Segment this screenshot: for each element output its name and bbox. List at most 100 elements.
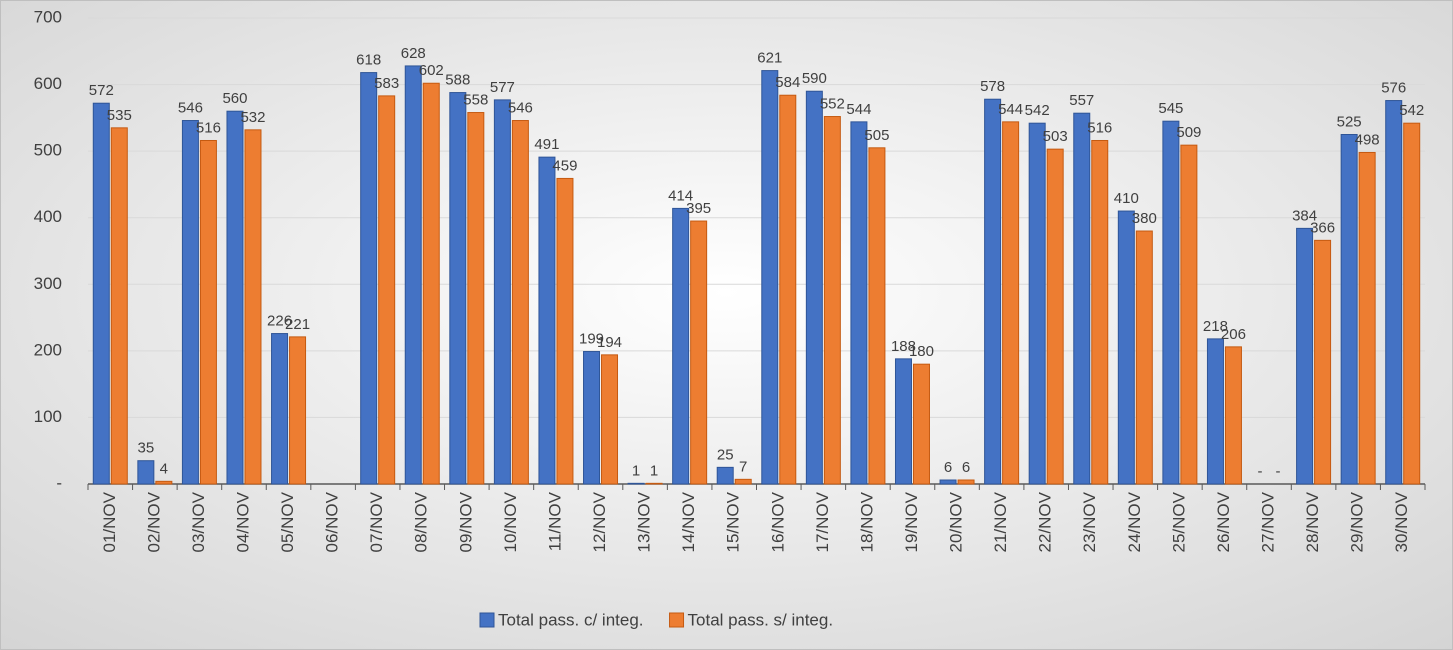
bar — [850, 121, 868, 485]
x-tick-label: 27/NOV — [1259, 491, 1278, 552]
bar — [92, 102, 110, 485]
bar — [734, 478, 752, 485]
bar — [422, 82, 440, 485]
data-label: 628 — [401, 45, 426, 62]
data-label: 194 — [597, 334, 622, 351]
bar — [467, 112, 485, 485]
data-label: 557 — [1069, 92, 1094, 109]
data-label: 206 — [1221, 326, 1246, 343]
data-label: 544 — [998, 101, 1023, 118]
data-label: 584 — [775, 74, 800, 91]
bar — [1117, 210, 1135, 485]
data-label: 546 — [178, 99, 203, 116]
y-tick-label: - — [56, 473, 62, 492]
data-label: 558 — [463, 92, 488, 109]
data-label: - — [1276, 463, 1281, 480]
y-tick-label: 400 — [34, 207, 62, 226]
data-label: 542 — [1399, 102, 1424, 119]
data-label: 576 — [1381, 80, 1406, 97]
data-label: 221 — [285, 316, 310, 333]
bar — [823, 116, 841, 485]
bar — [1028, 122, 1046, 485]
x-tick-label: 29/NOV — [1348, 491, 1367, 552]
x-tick-label: 04/NOV — [233, 491, 252, 552]
bar — [1073, 112, 1091, 485]
data-label: 380 — [1132, 210, 1157, 227]
data-label: 545 — [1158, 100, 1183, 117]
x-tick-label: 02/NOV — [144, 491, 163, 552]
bar — [1314, 239, 1332, 485]
bar — [155, 480, 173, 485]
x-tick-label: 09/NOV — [456, 491, 475, 552]
bar — [1224, 346, 1242, 485]
x-tick-label: 11/NOV — [545, 491, 564, 551]
legend-label: Total pass. s/ integ. — [688, 610, 834, 629]
data-label: 180 — [909, 343, 934, 360]
data-label: - — [1258, 463, 1263, 480]
data-label: 414 — [668, 187, 693, 204]
bar — [1206, 338, 1224, 485]
bar — [779, 94, 797, 485]
data-label: 532 — [240, 109, 265, 126]
x-tick-label: 08/NOV — [412, 491, 431, 552]
bar — [449, 92, 467, 485]
data-label: 395 — [686, 200, 711, 217]
x-tick-label: 23/NOV — [1080, 491, 1099, 552]
x-tick-label: 20/NOV — [947, 491, 966, 552]
x-tick-label: 17/NOV — [813, 491, 832, 552]
y-tick-label: 600 — [34, 74, 62, 93]
bar — [716, 466, 734, 485]
data-label: 578 — [980, 78, 1005, 95]
bar — [627, 482, 645, 485]
bar — [1046, 148, 1064, 485]
bar — [583, 351, 601, 485]
x-tick-label: 15/NOV — [724, 491, 743, 552]
data-label: 35 — [138, 440, 155, 457]
data-label: 621 — [757, 50, 782, 67]
bar — [601, 354, 619, 485]
data-label: 25 — [717, 446, 734, 463]
bar — [360, 72, 378, 485]
data-label: 544 — [846, 101, 871, 118]
bar — [271, 333, 289, 485]
bar — [1296, 227, 1314, 485]
bar — [1340, 134, 1358, 485]
data-label: 509 — [1176, 124, 1201, 141]
x-tick-label: 30/NOV — [1392, 491, 1411, 552]
data-label: 218 — [1203, 318, 1228, 335]
data-label: 6 — [944, 459, 952, 476]
legend-swatch — [479, 612, 495, 628]
data-label: 503 — [1043, 128, 1068, 145]
bar — [226, 110, 244, 485]
bar — [244, 129, 262, 485]
data-label: 498 — [1355, 131, 1380, 148]
x-tick-label: 16/NOV — [768, 491, 787, 552]
data-label: 366 — [1310, 219, 1335, 236]
bar — [378, 95, 396, 485]
x-tick-label: 22/NOV — [1036, 491, 1055, 552]
bar — [181, 120, 199, 485]
data-label: 505 — [864, 127, 889, 144]
data-label: 516 — [196, 119, 221, 136]
data-label: 199 — [579, 330, 604, 347]
bar — [1135, 230, 1153, 485]
x-tick-label: 10/NOV — [501, 491, 520, 552]
bar — [493, 99, 511, 485]
bar — [1403, 122, 1421, 485]
x-tick-label: 25/NOV — [1169, 491, 1188, 552]
data-label: 516 — [1087, 119, 1112, 136]
x-tick-label: 01/NOV — [100, 491, 119, 552]
bar — [645, 482, 663, 485]
x-tick-label: 28/NOV — [1303, 491, 1322, 552]
data-label: 583 — [374, 75, 399, 92]
bar — [1091, 139, 1109, 485]
bar — [672, 207, 690, 485]
data-label: 588 — [445, 72, 470, 89]
bar — [984, 98, 1002, 485]
bar — [1002, 121, 1020, 485]
data-label: 577 — [490, 79, 515, 96]
x-tick-label: 21/NOV — [991, 491, 1010, 552]
data-label: 4 — [160, 460, 168, 477]
bar — [761, 70, 779, 485]
data-label: 602 — [419, 62, 444, 79]
